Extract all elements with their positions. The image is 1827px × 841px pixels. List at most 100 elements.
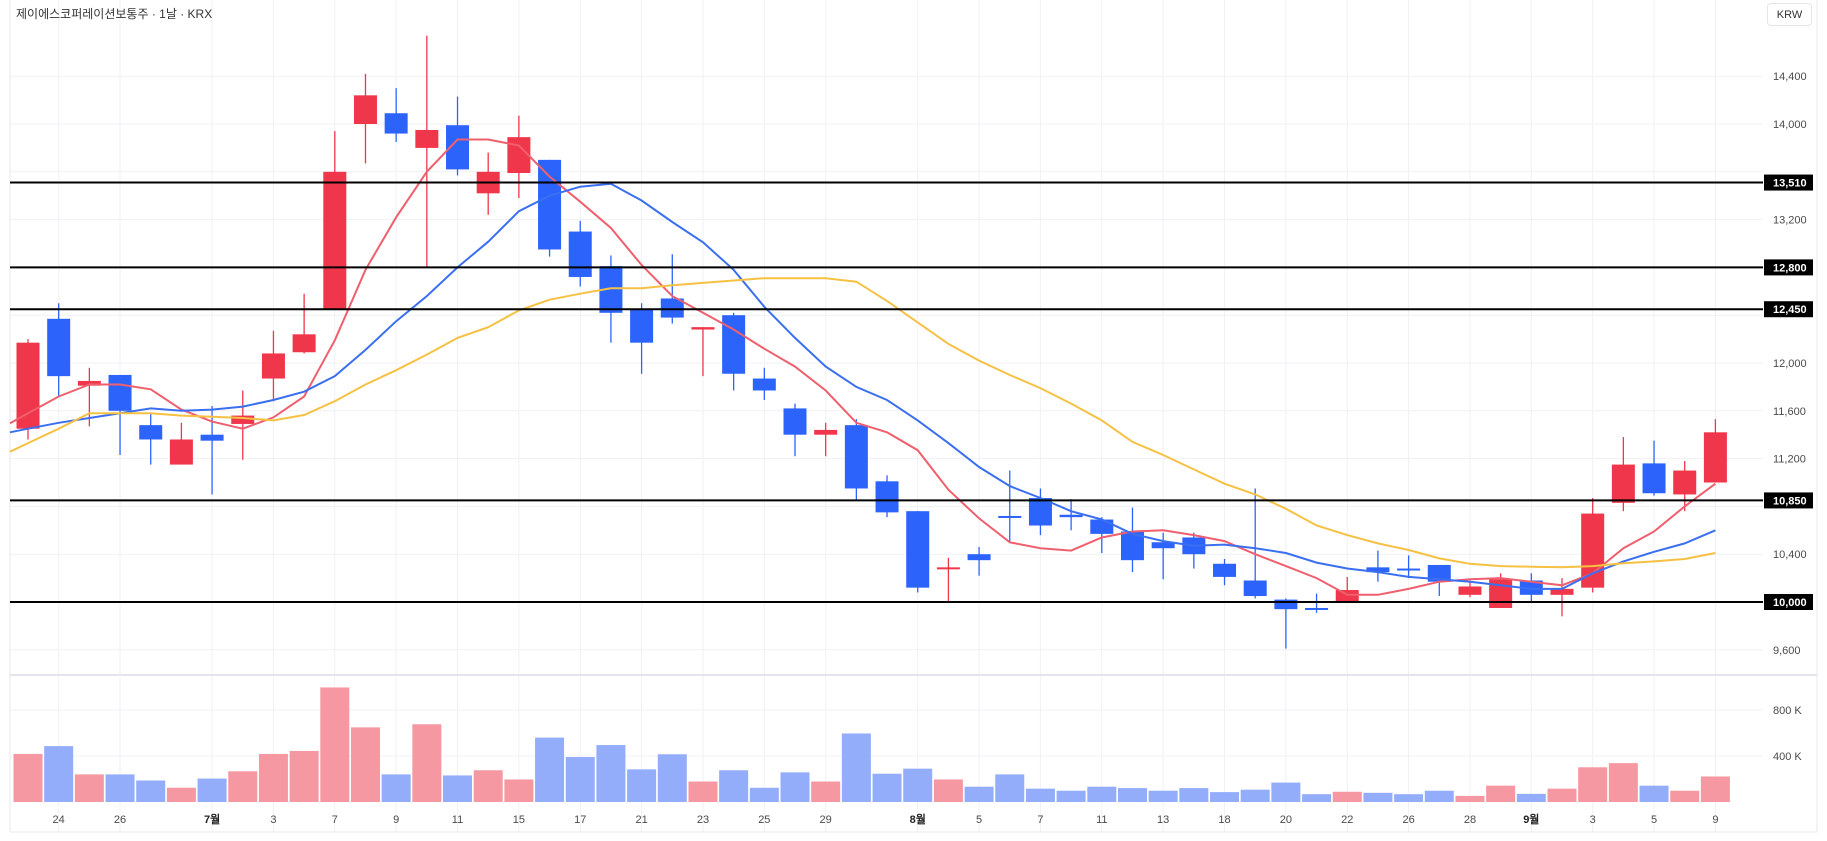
- level-label-box: [1764, 594, 1813, 610]
- time-axis-label: 29: [820, 814, 832, 826]
- candle-up: [261, 353, 285, 379]
- moving-averages: [9, 138, 1716, 596]
- candle-down: [1213, 563, 1237, 577]
- volume-bar: [44, 746, 74, 802]
- volume-bar: [719, 770, 749, 802]
- time-axis-label: 5: [1651, 814, 1657, 826]
- volume-bar: [1394, 794, 1424, 802]
- volume-bar: [565, 757, 595, 802]
- horizontal-levels[interactable]: 13,510 12,800 12,450 10,850 10,000: [10, 174, 1813, 610]
- volume-bar: [1363, 792, 1393, 802]
- candle-down: [1151, 542, 1175, 549]
- time-axis-label: 25: [758, 814, 770, 826]
- volume-bar: [1056, 790, 1086, 802]
- candle-up: [415, 129, 439, 148]
- volume-bar: [535, 737, 565, 802]
- volume-bar: [596, 745, 626, 802]
- candle-down: [783, 408, 807, 435]
- candle-down: [538, 159, 562, 250]
- candle-down: [875, 481, 899, 513]
- time-axis-label: 11: [452, 814, 463, 826]
- candle-down: [599, 266, 623, 313]
- volume-tick-label: 400 K: [1773, 751, 1802, 763]
- time-axis-label: 28: [1464, 814, 1476, 826]
- volume-bar: [1179, 788, 1209, 802]
- volume-bar: [1516, 793, 1546, 802]
- time-axis-label: 7: [1037, 814, 1043, 826]
- candle-down: [1028, 498, 1052, 526]
- volume-bar: [657, 754, 687, 802]
- candle-down: [108, 374, 132, 411]
- candle-down: [998, 515, 1022, 518]
- volume-bar: [1700, 776, 1730, 802]
- price-tick-label: 11,200: [1773, 454, 1806, 466]
- volume-bar: [258, 753, 288, 802]
- candle-down: [139, 425, 163, 440]
- candle-down: [568, 231, 592, 277]
- volume-bar: [1424, 790, 1454, 802]
- volume-bar: [473, 770, 503, 802]
- ma-line-ma5: [9, 138, 1716, 596]
- time-axis-label: 15: [513, 814, 525, 826]
- volume-bar: [872, 773, 902, 802]
- ma-line-ma20: [9, 277, 1716, 569]
- candle-up: [691, 327, 715, 330]
- volume-bar: [13, 753, 43, 802]
- grid: [9, 0, 1818, 833]
- time-axis-label: 3: [1590, 814, 1596, 826]
- volume-bar: [688, 781, 718, 802]
- volume-bar: [627, 769, 657, 802]
- volume-bar: [780, 772, 810, 802]
- candle-down: [844, 425, 868, 489]
- volume-bar: [1025, 788, 1055, 802]
- candle-up: [1458, 586, 1482, 595]
- candle-up: [1335, 590, 1359, 602]
- level-label: 12,800: [1773, 262, 1807, 274]
- volume-tick-label: 800 K: [1773, 705, 1802, 717]
- level-label-box: [1764, 174, 1813, 191]
- candle-up: [1550, 588, 1574, 595]
- ma-line-ma10: [9, 182, 1716, 590]
- candle-down: [1305, 607, 1329, 610]
- level-label-box: [1764, 301, 1813, 318]
- candle-up: [292, 334, 316, 353]
- time-axis-label: 11: [1096, 814, 1107, 826]
- candle-up: [169, 439, 193, 465]
- candle-down: [1274, 599, 1298, 610]
- candle-down: [1642, 463, 1666, 494]
- candle-up: [936, 567, 960, 570]
- volume-bar: [1087, 786, 1117, 802]
- volume-bar: [197, 778, 227, 802]
- volume-bar: [1271, 782, 1301, 802]
- volume-bar: [412, 724, 442, 802]
- price-tick-label: 14,000: [1773, 119, 1807, 131]
- candle-down: [47, 318, 71, 377]
- candle-up: [77, 380, 101, 386]
- volume-bar: [105, 774, 135, 802]
- candle-up: [507, 137, 531, 173]
- volume-bar: [381, 774, 411, 802]
- price-tick-label: 9,600: [1773, 645, 1801, 657]
- candle-up: [231, 415, 255, 424]
- volume-bar: [1608, 763, 1638, 802]
- volume-bars: [13, 687, 1730, 802]
- candle-down: [1120, 531, 1144, 561]
- candle-up: [353, 95, 377, 124]
- time-axis-label: 9: [1712, 814, 1718, 826]
- candles: [16, 35, 1727, 649]
- volume-bar: [1210, 792, 1240, 802]
- candle-down: [1519, 580, 1543, 595]
- time-axis-label: 24: [53, 814, 65, 826]
- time-axis-label: 26: [114, 814, 126, 826]
- volume-bar: [964, 786, 994, 802]
- currency-button[interactable]: KRW: [1767, 3, 1812, 26]
- candle-down: [722, 315, 746, 374]
- time-axis-label: 18: [1218, 814, 1230, 826]
- candle-down: [630, 309, 654, 343]
- candle-up: [16, 342, 40, 429]
- volume-bar: [1240, 789, 1270, 802]
- volume-bar: [841, 733, 871, 802]
- candle-up: [323, 171, 347, 310]
- volume-bar: [443, 775, 473, 802]
